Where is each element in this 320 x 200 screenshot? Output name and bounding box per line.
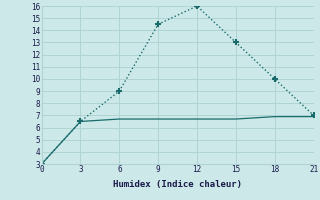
X-axis label: Humidex (Indice chaleur): Humidex (Indice chaleur) bbox=[113, 180, 242, 189]
